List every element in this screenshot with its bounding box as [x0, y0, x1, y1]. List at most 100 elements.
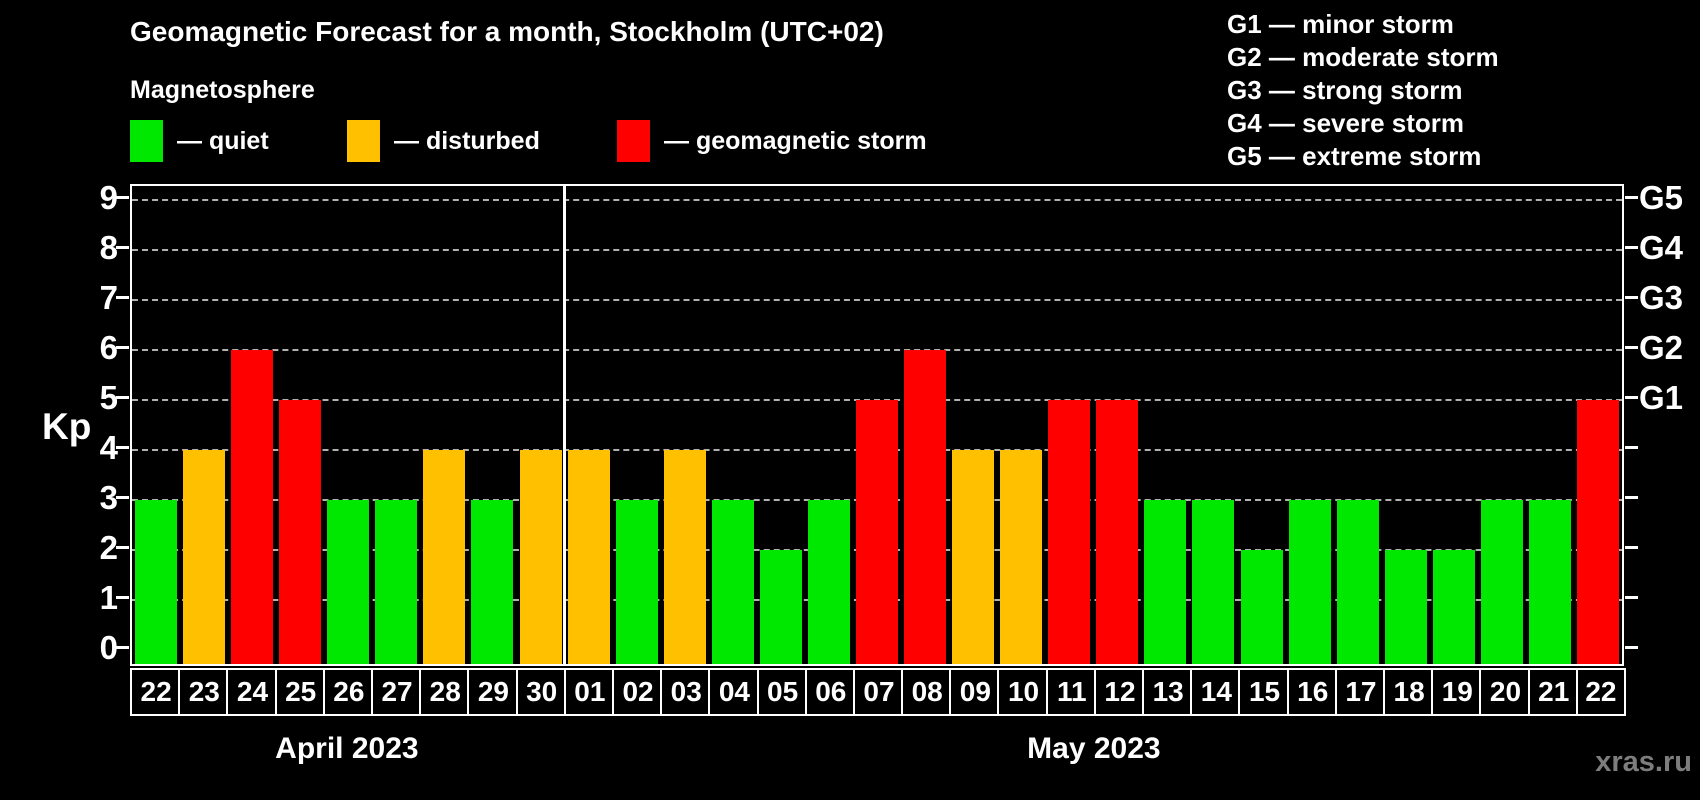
kp-bar	[327, 500, 370, 664]
right-axis-tick	[1625, 396, 1638, 399]
kp-bar	[1288, 500, 1331, 664]
storm-scale-legend: G1 — minor storm G2 — moderate storm G3 — …	[1227, 8, 1499, 173]
kp-bar	[807, 500, 850, 664]
kp-bar	[1480, 500, 1523, 664]
right-axis-tick	[1625, 546, 1638, 549]
y-axis-tick	[116, 546, 129, 549]
date-cell: 14	[1190, 668, 1241, 716]
right-axis-tick	[1625, 246, 1638, 249]
right-axis-tick	[1625, 446, 1638, 449]
y-tick-label: 1	[99, 579, 118, 616]
y-tick-label: 6	[99, 329, 118, 366]
magnetosphere-legend: — quiet — disturbed — geomagnetic storm	[0, 118, 1100, 164]
date-cell: 23	[178, 668, 229, 716]
legend-label: — geomagnetic storm	[664, 126, 927, 155]
date-cell: 02	[611, 668, 663, 716]
right-axis-tick	[1625, 496, 1638, 499]
y-tick-label: 9	[99, 179, 118, 216]
right-axis-tick	[1625, 196, 1638, 199]
gridline-kp-9	[132, 199, 1622, 201]
month-label: May 2023	[1027, 732, 1161, 765]
date-cell: 18	[1383, 668, 1434, 716]
legend-label: — disturbed	[394, 126, 540, 155]
kp-bar	[856, 400, 898, 664]
kp-bar	[1384, 550, 1427, 664]
date-cell: 06	[804, 668, 855, 716]
date-cell: 26	[322, 668, 373, 716]
date-cell: 05	[756, 668, 807, 716]
y-axis-tick	[116, 646, 129, 649]
right-axis-tick	[1625, 596, 1638, 599]
kp-bar	[423, 450, 466, 664]
y-axis-tick	[116, 246, 129, 249]
date-cell: 13	[1142, 668, 1193, 716]
y-axis-tick	[116, 496, 129, 499]
y-tick-label: 7	[99, 279, 118, 316]
date-cell: 27	[370, 668, 422, 716]
kp-bar	[375, 500, 418, 664]
kp-bar	[519, 450, 562, 664]
storm-scale-legend-line: G1 — minor storm	[1227, 9, 1454, 39]
kp-bar	[1144, 500, 1187, 664]
date-cell: 07	[852, 668, 904, 716]
y-tick-label: 4	[99, 429, 118, 466]
date-cell: 22	[130, 668, 181, 716]
storm-scale-legend-line: G5 — extreme storm	[1227, 141, 1482, 171]
kp-bar	[471, 500, 514, 664]
kp-bar	[1528, 500, 1571, 664]
magnetosphere-legend-title: Magnetosphere	[130, 76, 315, 104]
legend-swatch-disturbed	[347, 120, 380, 162]
y-tick-label: 2	[99, 529, 118, 566]
right-axis-tick	[1625, 346, 1638, 349]
kp-bar	[615, 500, 658, 664]
date-cell: 10	[997, 668, 1048, 716]
y-tick-label: 3	[99, 479, 118, 516]
kp-bar	[135, 500, 178, 664]
gridline-kp-6	[132, 349, 1622, 351]
date-cell: 04	[708, 668, 759, 716]
date-cell: 09	[949, 668, 1000, 716]
y-axis-tick	[116, 596, 129, 599]
date-cell: 28	[419, 668, 470, 716]
y-axis-tick	[116, 396, 129, 399]
date-cell: 08	[901, 668, 952, 716]
g-scale-label: G4	[1639, 229, 1684, 266]
right-axis-tick	[1625, 296, 1638, 299]
kp-bar	[1240, 550, 1283, 664]
date-axis-strip: 22 23 24 25 26 27 28 29 30 01 02 03 04 05 06 07 08 09 10 11…	[130, 668, 1626, 716]
kp-bar	[231, 350, 274, 664]
gridline-kp-8	[132, 249, 1622, 251]
kp-bar	[1048, 400, 1091, 664]
y-axis-title: Kp	[42, 406, 92, 447]
date-cell: 16	[1286, 668, 1337, 716]
legend-label: — quiet	[177, 126, 269, 155]
kp-bar-chart-plot-area: 0 1 2 3 4 5 6 7 8 9 G1 G2 G3 G4 G5	[100, 179, 1683, 666]
legend-item-storm: — geomagnetic storm	[617, 118, 927, 164]
chart-title: Geomagnetic Forecast for a month, Stockh…	[130, 16, 884, 47]
gridline-kp-7	[132, 299, 1622, 301]
g-scale-label: G5	[1639, 179, 1684, 216]
date-cell: 25	[274, 668, 325, 716]
g-scale-label: G3	[1639, 279, 1684, 316]
date-cell: 29	[467, 668, 518, 716]
right-axis-tick	[1625, 646, 1638, 649]
date-cell: 30	[515, 668, 566, 716]
y-axis-tick	[116, 196, 129, 199]
kp-bar	[1336, 500, 1379, 664]
kp-bar	[711, 500, 754, 664]
kp-bar	[1576, 400, 1619, 664]
y-tick-label: 0	[99, 629, 118, 666]
kp-bar	[663, 450, 706, 664]
y-tick-label: 8	[99, 229, 118, 266]
kp-bar	[183, 450, 226, 664]
date-cell: 01	[563, 668, 614, 716]
month-label: April 2023	[275, 732, 419, 765]
date-cell: 20	[1479, 668, 1530, 716]
storm-scale-legend-line: G3 — strong storm	[1227, 75, 1463, 105]
date-cell: 03	[660, 668, 711, 716]
y-axis-tick	[116, 446, 129, 449]
kp-bar	[1000, 450, 1043, 664]
month-divider-line	[563, 186, 567, 664]
kp-bar	[567, 450, 610, 664]
